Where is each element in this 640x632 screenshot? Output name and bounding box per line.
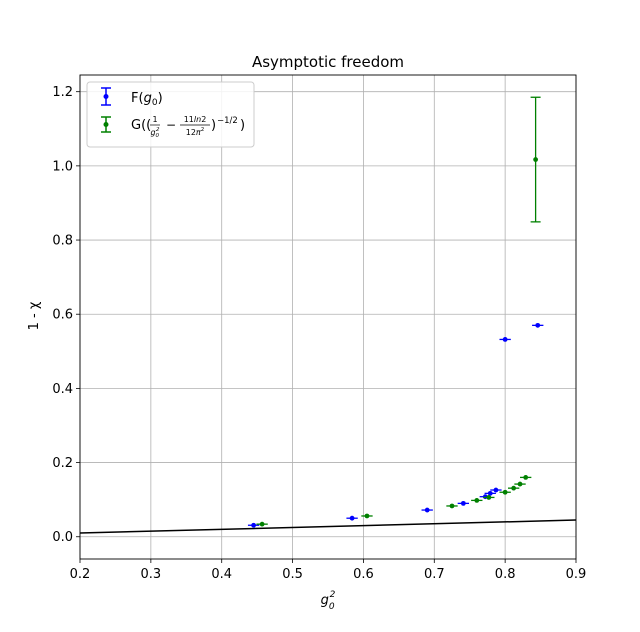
- data-point: [421, 507, 433, 513]
- data-point: [446, 503, 458, 509]
- y-tick-label: 0.2: [52, 456, 73, 471]
- data-point: [471, 498, 483, 503]
- plot-frame: [79, 74, 577, 560]
- legend-marker-f: [101, 87, 111, 106]
- data-marker: [487, 490, 493, 496]
- data-point: [499, 489, 511, 495]
- data-point: [483, 495, 495, 500]
- x-tick-label: 0.6: [353, 567, 374, 582]
- data-marker: [533, 157, 539, 162]
- svg-text:): ): [211, 118, 216, 133]
- y-axis-label: 1 - χ: [27, 301, 42, 330]
- data-marker: [486, 495, 492, 500]
- x-axis-label: g02: [321, 590, 336, 612]
- svg-text:): ): [240, 118, 245, 133]
- x-tick-label: 0.5: [282, 567, 303, 582]
- data-point: [256, 521, 268, 527]
- x-tick-label: 0.7: [424, 567, 445, 582]
- data-marker: [349, 515, 355, 521]
- legend-label-f: F(g0): [131, 91, 163, 108]
- data-marker: [502, 337, 508, 342]
- data-point: [346, 515, 358, 521]
- data-marker: [364, 513, 370, 519]
- legend-marker-g: [101, 116, 111, 133]
- chart-title: Asymptotic freedom: [252, 53, 404, 71]
- legend-frame: [86, 81, 255, 148]
- series-g: [256, 96, 541, 527]
- y-tick-label: 1.2: [52, 85, 73, 100]
- x-tick-label: 0.3: [141, 567, 162, 582]
- legend-label-g: G(( 1 g02 − 11ln2 12π2 ) −1/2 ): [131, 115, 245, 139]
- x-tick-label: 0.8: [495, 567, 516, 582]
- data-marker: [259, 521, 265, 527]
- y-tick-label: 0.4: [52, 382, 73, 397]
- data-marker: [449, 503, 455, 509]
- data-marker: [424, 507, 430, 513]
- data-point: [532, 322, 544, 328]
- series-f: [247, 322, 544, 528]
- data-point: [499, 337, 511, 342]
- data-marker: [502, 489, 508, 495]
- data-marker: [460, 500, 466, 506]
- data-point: [520, 475, 532, 480]
- x-tick-label: 0.2: [70, 567, 91, 582]
- y-tick-label: 0.8: [52, 234, 73, 249]
- data-marker: [493, 487, 499, 493]
- data-marker: [535, 322, 541, 328]
- y-tick-label: 0.6: [52, 308, 73, 323]
- data-marker: [511, 485, 517, 491]
- svg-text:−1/2: −1/2: [217, 116, 238, 126]
- svg-text:1: 1: [152, 115, 157, 124]
- data-point: [514, 481, 526, 487]
- x-tick-label: 0.4: [211, 567, 232, 582]
- data-marker: [523, 475, 529, 480]
- data-point: [457, 500, 470, 506]
- reference-line: [79, 519, 577, 534]
- svg-text:12π2: 12π2: [186, 127, 205, 137]
- data-point: [484, 490, 496, 496]
- y-tick-label: 0.0: [52, 530, 73, 545]
- svg-text:g02: g02: [150, 127, 160, 139]
- data-marker: [251, 522, 256, 528]
- data-point: [361, 513, 373, 519]
- data-point: [507, 485, 520, 491]
- svg-text:11ln2: 11ln2: [184, 115, 207, 124]
- data-marker: [474, 498, 480, 503]
- y-tick-label: 1.0: [52, 159, 73, 174]
- data-point: [530, 96, 541, 223]
- x-tick-label: 0.9: [566, 567, 587, 582]
- data-point: [247, 522, 260, 528]
- svg-text:G((: G((: [131, 118, 151, 133]
- data-point: [490, 487, 502, 493]
- reference-line-layer: [79, 519, 577, 534]
- legend: F(g0) G(( 1 g02 − 11ln2 12π2 ) −1/2 ): [86, 81, 255, 148]
- svg-text:−: −: [166, 118, 176, 132]
- data-marker: [517, 481, 523, 487]
- data-marks: [247, 96, 544, 528]
- axis-ticks: 0.2 0.3 0.4 0.5 0.6 0.7 0.8 0.9 0.0 0.2 0.4 0.6 0.8 1…: [52, 85, 586, 582]
